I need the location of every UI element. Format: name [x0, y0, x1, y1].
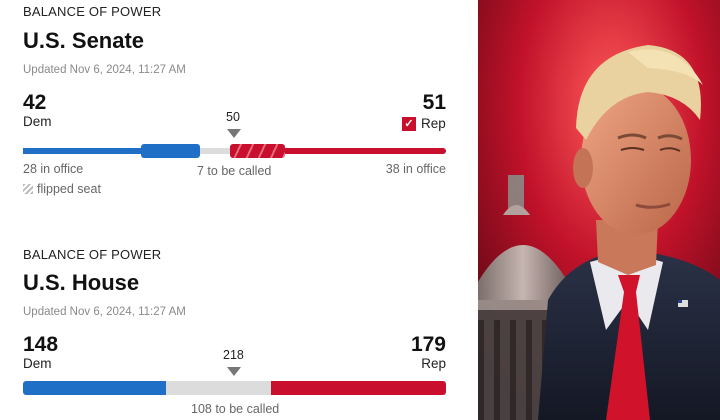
news-photo: [478, 0, 720, 420]
senate-updated-timestamp: Updated Nov 6, 2024, 11:27 AM: [23, 64, 186, 76]
senate-dem-in-office: 28 in office: [23, 162, 84, 176]
senate-rep-count: 51: [422, 91, 446, 114]
majority-marker-icon: [227, 367, 241, 376]
portrait-capitol-image: [478, 0, 720, 420]
senate-rep-flipped-segment: [230, 144, 285, 158]
house-seat-bar: [23, 381, 446, 395]
house-to-be-called: 108 to be called: [191, 402, 280, 416]
senate-rep-in-office: 38 in office: [385, 162, 446, 176]
house-majority-number: 218: [223, 348, 244, 362]
senate-majority-number: 50: [226, 110, 240, 124]
senate-to-be-called: 7 to be called: [197, 164, 272, 178]
flipped-seat-label: flipped seat: [37, 182, 101, 196]
senate-uncalled-segment: [200, 148, 230, 154]
house-dem-count: 148: [23, 333, 59, 356]
house-title: U.S. House: [23, 270, 140, 295]
senate-rep-in-office-segment: [285, 148, 446, 154]
house-dem-label: Dem: [23, 356, 52, 371]
house-rep-segment: [271, 381, 446, 395]
senate-dem-label: Dem: [23, 114, 52, 129]
flipped-seat-legend: flipped seat: [23, 182, 101, 196]
house-rep-count: 179: [410, 333, 446, 356]
senate-dem-in-office-segment: [23, 148, 141, 154]
hatch-icon: [23, 184, 33, 194]
balance-of-power-panel: BALANCE OF POWER U.S. Senate Updated Nov…: [23, 4, 446, 416]
house-uncalled-segment: [166, 381, 271, 395]
house-eyebrow: BALANCE OF POWER: [23, 247, 162, 262]
majority-marker-icon: [227, 129, 241, 138]
house-rep-label: Rep: [421, 356, 446, 371]
winner-check-icon: ✓: [402, 117, 416, 131]
senate-dem-won-segment: [141, 144, 200, 158]
house-updated-timestamp: Updated Nov 6, 2024, 11:27 AM: [23, 306, 186, 318]
senate-rep-label: Rep: [421, 116, 446, 131]
senate-title: U.S. Senate: [23, 28, 145, 53]
senate-eyebrow: BALANCE OF POWER: [23, 4, 162, 19]
senate-seat-bar: [23, 144, 446, 158]
house-dem-segment: [23, 381, 166, 395]
senate-dem-count: 42: [23, 91, 47, 114]
